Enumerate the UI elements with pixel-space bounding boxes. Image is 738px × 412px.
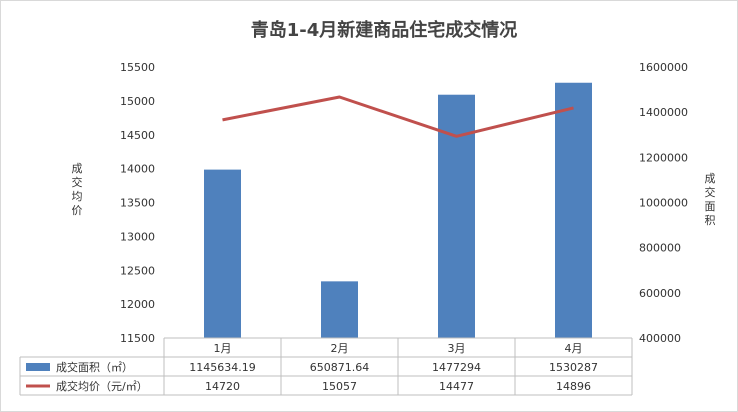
- series-line: [222, 95, 574, 138]
- left-tick-label: 13500: [120, 197, 155, 210]
- right-tick-label: 1000000: [639, 197, 688, 210]
- right-axis-label-char: 面: [705, 200, 716, 213]
- right-tick-label: 1600000: [639, 61, 688, 74]
- right-tick-label: 400000: [639, 332, 681, 345]
- data-label: 1145634.19: [189, 361, 255, 374]
- left-axis-label-char: 价: [72, 204, 83, 217]
- legend-label: 成交均价（元/㎡）: [56, 379, 148, 393]
- data-label: 14720: [205, 380, 240, 393]
- left-axis-ticks: 11500 12000 12500 13000 13500 14000 14500 15000…: [120, 61, 155, 345]
- right-tick-label: 1200000: [639, 151, 688, 164]
- data-label: 1477294: [432, 361, 481, 374]
- right-axis-label: 成交面积: [705, 172, 716, 227]
- left-tick-label: 15000: [120, 95, 155, 108]
- right-axis-label-char: 成: [705, 172, 716, 185]
- right-tick-label: 600000: [639, 287, 681, 300]
- left-axis-label-char: 均: [72, 190, 83, 203]
- bar: [555, 82, 592, 338]
- legend-swatch-bar: [26, 363, 50, 371]
- right-tick-label: 1400000: [639, 106, 688, 119]
- left-tick-label: 11500: [120, 332, 155, 345]
- left-tick-label: 15500: [120, 61, 155, 74]
- data-label: 14477: [439, 380, 474, 393]
- bar-series: [204, 82, 592, 338]
- left-axis-label: 成交均价: [72, 162, 83, 217]
- data-label: 650871.64: [310, 361, 370, 374]
- left-tick-label: 14000: [120, 163, 155, 176]
- category-label: 2月: [331, 342, 349, 355]
- bar: [204, 169, 241, 338]
- category-label: 1月: [214, 342, 232, 355]
- right-axis-label-char: 积: [705, 214, 716, 227]
- category-label: 3月: [448, 342, 466, 355]
- line-series: [222, 95, 574, 138]
- left-tick-label: 12500: [120, 264, 155, 277]
- left-tick-label: 14500: [120, 129, 155, 142]
- right-tick-label: 800000: [639, 242, 681, 255]
- data-label: 1530287: [549, 361, 598, 374]
- chart-title: 青岛1-4月新建商品住宅成交情况: [251, 19, 518, 41]
- left-axis-label-char: 交: [72, 175, 83, 189]
- left-tick-label: 13000: [120, 230, 155, 243]
- left-tick-label: 12000: [120, 298, 155, 311]
- right-axis-ticks: 400000 600000 800000 1000000 1200000 1400000 1…: [639, 61, 688, 345]
- data-label: 15057: [322, 380, 357, 393]
- right-axis-label-char: 交: [705, 185, 716, 199]
- data-label: 14896: [556, 380, 591, 393]
- category-label: 4月: [565, 342, 583, 355]
- legend-label: 成交面积（㎡）: [56, 360, 133, 374]
- left-axis-label-char: 成: [72, 162, 83, 175]
- bar: [321, 281, 358, 338]
